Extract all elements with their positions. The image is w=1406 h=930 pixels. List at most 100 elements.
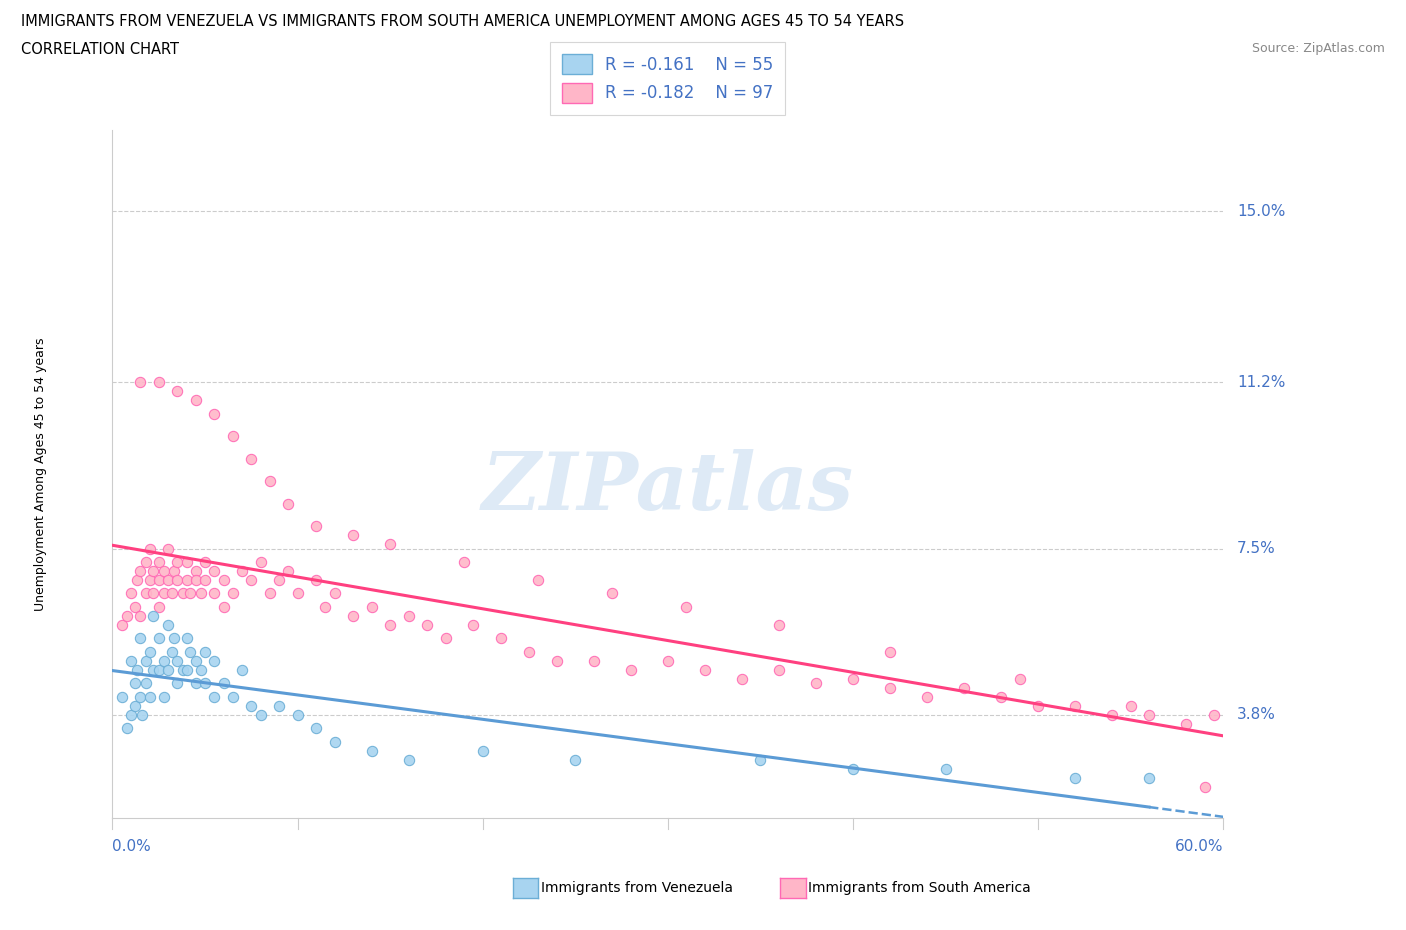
Point bbox=[693, 662, 716, 677]
Point bbox=[202, 654, 225, 669]
Point bbox=[267, 573, 291, 588]
Point bbox=[249, 708, 271, 723]
Point bbox=[120, 708, 142, 723]
Point bbox=[125, 662, 148, 677]
Point bbox=[398, 752, 420, 767]
Point bbox=[360, 600, 382, 615]
Point bbox=[194, 573, 217, 588]
Point bbox=[157, 573, 180, 588]
Point bbox=[879, 644, 901, 659]
Point bbox=[184, 676, 207, 691]
Point bbox=[120, 654, 142, 669]
Point bbox=[176, 573, 198, 588]
Point bbox=[267, 698, 291, 713]
Point bbox=[879, 681, 901, 696]
Point bbox=[240, 451, 263, 466]
Point bbox=[342, 527, 364, 542]
Point bbox=[804, 676, 827, 691]
Point bbox=[231, 564, 253, 578]
Point bbox=[160, 586, 183, 601]
Point bbox=[190, 586, 212, 601]
Point bbox=[259, 473, 281, 488]
Point bbox=[768, 618, 790, 632]
Point bbox=[453, 554, 475, 569]
Point bbox=[259, 586, 281, 601]
Point bbox=[620, 662, 643, 677]
Text: 15.0%: 15.0% bbox=[1237, 204, 1285, 219]
Text: 3.8%: 3.8% bbox=[1237, 708, 1277, 723]
Point bbox=[202, 586, 225, 601]
Point bbox=[153, 564, 176, 578]
Point bbox=[148, 375, 170, 390]
Point bbox=[194, 554, 217, 569]
Point bbox=[111, 618, 134, 632]
Point bbox=[1064, 698, 1087, 713]
Point bbox=[124, 698, 146, 713]
Point bbox=[1175, 716, 1198, 731]
Point bbox=[138, 644, 160, 659]
Point bbox=[416, 618, 439, 632]
Point bbox=[179, 644, 201, 659]
Point bbox=[153, 586, 176, 601]
Point bbox=[157, 541, 180, 556]
Point bbox=[135, 676, 157, 691]
Point bbox=[471, 743, 494, 758]
Text: Immigrants from Venezuela: Immigrants from Venezuela bbox=[541, 881, 734, 896]
Point bbox=[166, 554, 188, 569]
Point bbox=[675, 600, 697, 615]
Point bbox=[990, 689, 1012, 704]
Point bbox=[1101, 708, 1123, 723]
Point bbox=[222, 586, 245, 601]
Point bbox=[184, 392, 207, 407]
Point bbox=[287, 708, 309, 723]
Text: Immigrants from South America: Immigrants from South America bbox=[808, 881, 1031, 896]
Point bbox=[135, 586, 157, 601]
Point bbox=[491, 631, 513, 646]
Point bbox=[111, 689, 134, 704]
Point bbox=[202, 564, 225, 578]
Point bbox=[1194, 779, 1216, 794]
Point bbox=[157, 618, 180, 632]
Point bbox=[287, 586, 309, 601]
Text: 60.0%: 60.0% bbox=[1175, 839, 1223, 854]
Point bbox=[323, 586, 346, 601]
Point bbox=[231, 662, 253, 677]
Point bbox=[125, 573, 148, 588]
Point bbox=[1137, 770, 1160, 785]
Text: ZIPatlas: ZIPatlas bbox=[482, 449, 853, 526]
Point bbox=[148, 554, 170, 569]
Point bbox=[305, 519, 328, 534]
Point bbox=[380, 618, 402, 632]
Point bbox=[129, 631, 152, 646]
Point bbox=[194, 644, 217, 659]
Text: Source: ZipAtlas.com: Source: ZipAtlas.com bbox=[1251, 42, 1385, 55]
Point bbox=[1137, 708, 1160, 723]
Point bbox=[129, 375, 152, 390]
Point bbox=[657, 654, 679, 669]
Text: 7.5%: 7.5% bbox=[1237, 541, 1275, 556]
Point bbox=[342, 608, 364, 623]
Point bbox=[194, 676, 217, 691]
Point bbox=[731, 671, 754, 686]
Point bbox=[129, 564, 152, 578]
Point bbox=[142, 564, 165, 578]
Text: IMMIGRANTS FROM VENEZUELA VS IMMIGRANTS FROM SOUTH AMERICA UNEMPLOYMENT AMONG AG: IMMIGRANTS FROM VENEZUELA VS IMMIGRANTS … bbox=[21, 14, 904, 29]
Text: CORRELATION CHART: CORRELATION CHART bbox=[21, 42, 179, 57]
Point bbox=[212, 573, 235, 588]
Point bbox=[129, 689, 152, 704]
Point bbox=[157, 662, 180, 677]
Point bbox=[1064, 770, 1087, 785]
Point bbox=[135, 554, 157, 569]
Point bbox=[142, 586, 165, 601]
Point bbox=[842, 671, 865, 686]
Point bbox=[277, 496, 299, 511]
Text: 0.0%: 0.0% bbox=[112, 839, 152, 854]
Point bbox=[184, 654, 207, 669]
Point bbox=[564, 752, 586, 767]
Point bbox=[142, 662, 165, 677]
Point bbox=[166, 573, 188, 588]
Point bbox=[135, 654, 157, 669]
Point bbox=[1202, 708, 1225, 723]
Point bbox=[305, 721, 328, 736]
Point bbox=[463, 618, 485, 632]
